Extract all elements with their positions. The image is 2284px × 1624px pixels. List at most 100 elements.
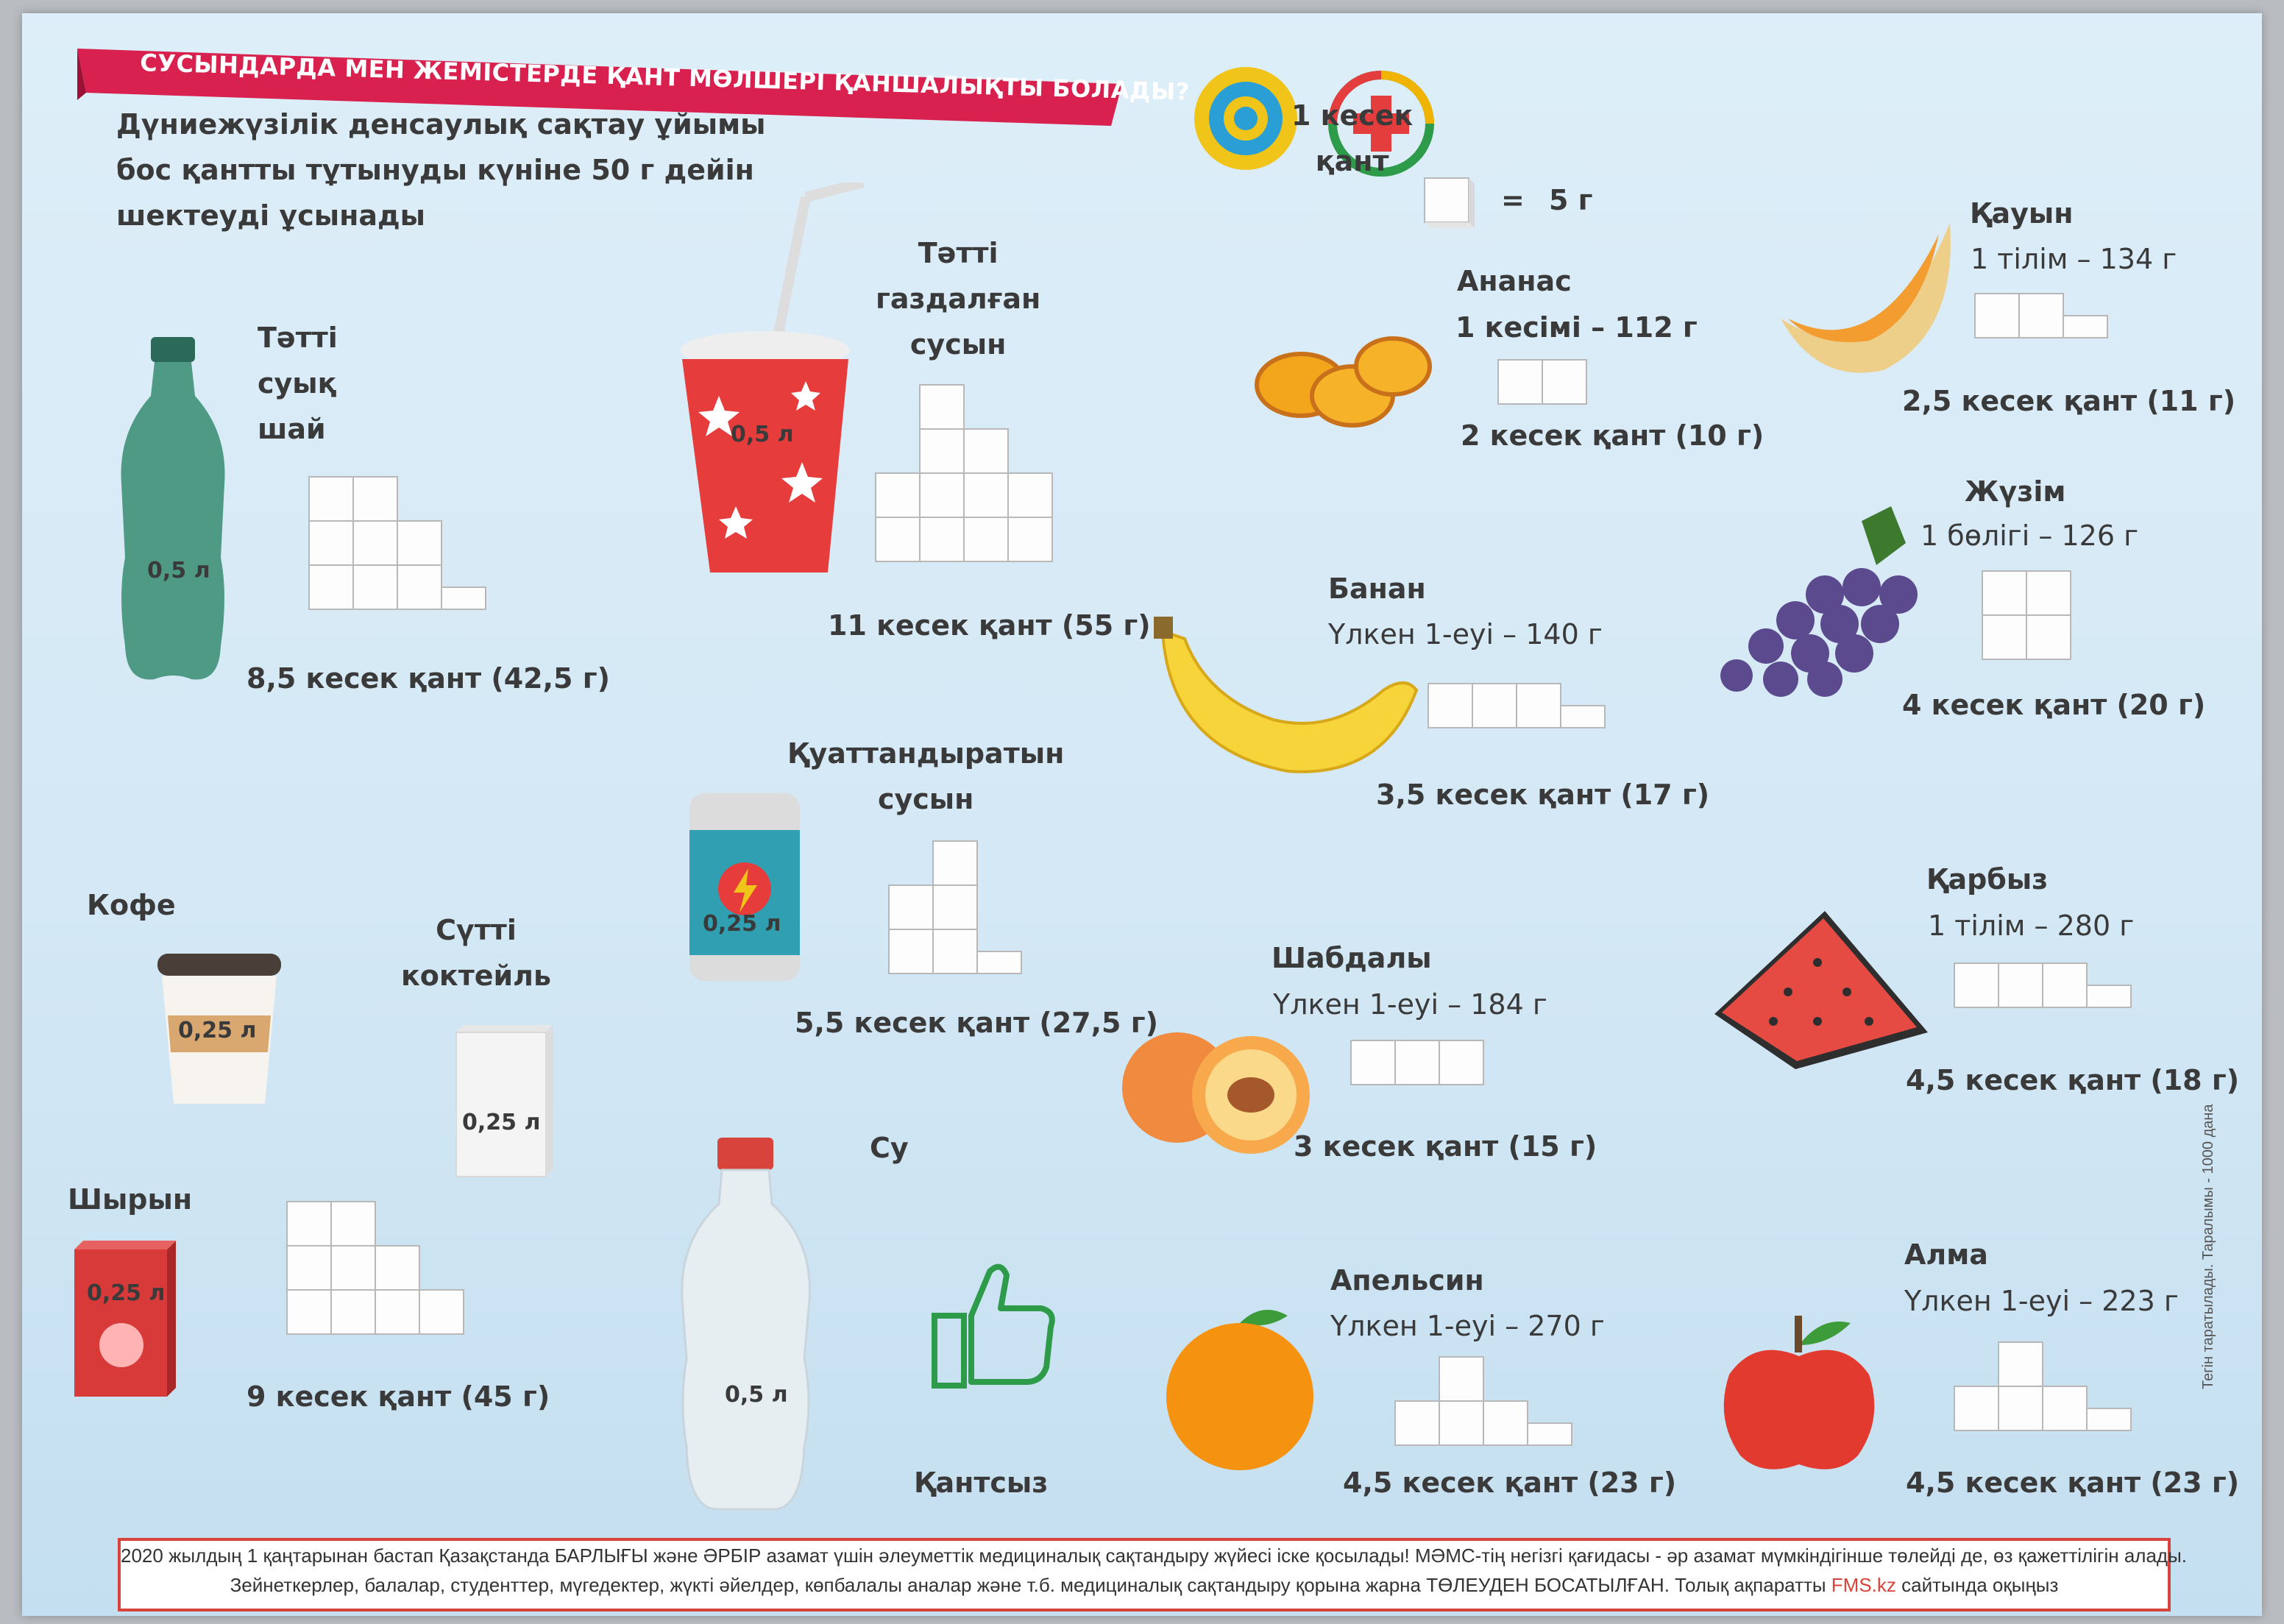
juice-name: Шырын <box>68 1183 193 1216</box>
shake-volume: 0,25 л <box>462 1110 541 1135</box>
footer-line-2-end: сайтында оқыңыз <box>1895 1574 2059 1596</box>
legend-label: 1 кесек қант <box>1291 93 1413 184</box>
legend-equals: = <box>1501 184 1525 216</box>
soda-sugar: 11 кесек қант (55 г) <box>828 609 1151 642</box>
side-note: Тегін таратылады. Таралымы - 1000 дана <box>2200 1104 2216 1389</box>
apple-icon <box>1723 1316 1875 1469</box>
intro-line-1: Дүниежүзілік денсаулық сақтау ұйымы <box>116 108 766 141</box>
melon-icon <box>1781 223 1951 373</box>
orange-cubes <box>1394 1356 1572 1446</box>
lightning-icon <box>734 868 757 912</box>
watermelon-cubes <box>1954 962 2132 1008</box>
orange-icon <box>1166 1310 1313 1470</box>
banana-icon <box>1154 617 1419 773</box>
pineapple-cubes <box>1497 359 1587 405</box>
melon-name: Қауын <box>1970 197 2074 230</box>
apple-portion: Үлкен 1-еуі – 223 г <box>1904 1285 2179 1317</box>
apple-sugar: 4,5 кесек қант (23 г) <box>1906 1467 2240 1499</box>
energy-name: Қуаттандыратын сусын <box>787 731 1064 822</box>
orange-sugar: 4,5 кесек қант (23 г) <box>1343 1467 1677 1499</box>
juice-cubes <box>286 1201 464 1335</box>
soda-name-3: сусын <box>909 328 1007 361</box>
watermelon-icon <box>1714 911 1928 1069</box>
pineapple-portion: 1 кесімі – 112 г <box>1455 311 1698 344</box>
melon-portion: 1 тілім – 134 г <box>1971 243 2177 275</box>
orange-name: Апельсин <box>1330 1264 1484 1297</box>
melon-sugar: 2,5 кесек қант (11 г) <box>1902 385 2236 417</box>
energy-can-icon <box>689 793 800 981</box>
footer-line-2-text: Зейнеткерлер, балалар, студенттер, мүгед… <box>230 1574 1831 1596</box>
legend-value: 5 г <box>1549 184 1593 216</box>
soda-cubes <box>875 384 1053 562</box>
soda-name: Тәтті газдалған сусын <box>876 230 1040 367</box>
water-sugar: Қантсыз <box>914 1467 1049 1499</box>
tea-name: Тәтті суық шай <box>258 315 338 452</box>
energy-cubes <box>888 840 1022 974</box>
grapes-sugar: 4 кесек қант (20 г) <box>1902 689 2206 721</box>
legend-line-1: 1 кесек <box>1291 99 1414 132</box>
watermelon-sugar: 4,5 кесек қант (18 г) <box>1906 1064 2240 1096</box>
grapes-portion: 1 бөлігі – 126 г <box>1921 520 2139 552</box>
title-banner: СУСЫНДАРДА МЕН ЖЕМІСТЕРДЕ ҚАНТ МӨЛШЕРІ Қ… <box>77 49 1190 126</box>
intro-text: Дүниежүзілік денсаулық сақтау ұйымы бос … <box>116 102 766 238</box>
peach-portion: Үлкен 1-еуі – 184 г <box>1273 988 1547 1021</box>
coffee-cup-icon <box>157 954 281 1104</box>
fms-link[interactable]: FMS.kz <box>1831 1574 1896 1596</box>
juice-box-icon <box>74 1241 176 1397</box>
energy-name-2: сусын <box>877 783 974 815</box>
banner-shape <box>77 49 1122 126</box>
banana-sugar: 3,5 кесек қант (17 г) <box>1376 779 1710 811</box>
legend-cube-icon <box>1424 177 1475 228</box>
footer-line-2: Зейнеткерлер, балалар, студенттер, мүгед… <box>121 1570 2168 1600</box>
tea-volume: 0,5 л <box>147 558 210 584</box>
poster: СУСЫНДАРДА МЕН ЖЕМІСТЕРДЕ ҚАНТ МӨЛШЕРІ Қ… <box>22 13 2262 1616</box>
peach-icon <box>1122 1032 1310 1154</box>
soda-volume: 0,5 л <box>731 422 794 447</box>
banana-cubes <box>1428 683 1606 728</box>
tea-name-1: Тәтті <box>258 322 338 354</box>
energy-name-1: Қуаттандыратын <box>787 737 1065 770</box>
intro-line-2: бос қантты тұтынуды күніне 50 г дейін <box>116 154 754 186</box>
grapes-name: Жүзім <box>1965 475 2066 508</box>
tea-cubes <box>308 476 486 610</box>
pineapple-sugar: 2 кесек қант (10 г) <box>1461 419 1765 452</box>
energy-sugar: 5,5 кесек қант (27,5 г) <box>795 1007 1158 1039</box>
juice-sugar: 9 кесек қант (45 г) <box>247 1380 550 1413</box>
juice-volume: 0,25 л <box>87 1280 166 1306</box>
tea-bottle-icon <box>121 337 225 680</box>
soda-name-1: Тәтті <box>918 237 999 269</box>
soda-name-2: газдалған <box>876 283 1041 315</box>
peach-sugar: 3 кесек қант (15 г) <box>1294 1130 1597 1163</box>
water-bottle-icon <box>681 1138 811 1511</box>
apple-name: Алма <box>1904 1238 1988 1271</box>
peach-name: Шабдалы <box>1272 942 1432 974</box>
peach-cubes <box>1350 1040 1484 1085</box>
coffee-volume: 0,25 л <box>178 1018 257 1043</box>
water-name: Су <box>870 1132 909 1164</box>
banana-name: Банан <box>1328 572 1426 605</box>
watermelon-name: Қарбыз <box>1926 863 2049 896</box>
shake-name-2: коктейль <box>401 960 551 992</box>
shake-name: Сүтті коктейль <box>401 907 551 999</box>
apple-cubes <box>1954 1341 2132 1431</box>
banana-portion: Үлкен 1-еуі – 140 г <box>1328 618 1603 650</box>
energy-volume: 0,25 л <box>703 911 781 937</box>
thumbs-up-icon <box>932 1263 1055 1389</box>
grapes-cubes <box>1982 570 2071 660</box>
watermelon-portion: 1 тілім – 280 г <box>1928 909 2135 942</box>
grapes-icon <box>1720 506 1918 697</box>
tea-sugar: 8,5 кесек қант (42,5 г) <box>247 662 610 695</box>
medical-cross-logo-icon <box>1328 71 1434 177</box>
tea-name-2: суық <box>258 367 337 400</box>
coffee-name: Кофе <box>87 889 176 921</box>
intro-line-3: шектеуді ұсынады <box>116 199 426 232</box>
melon-cubes <box>1974 293 2108 338</box>
soda-cup-icon <box>681 182 865 572</box>
pineapple-icon <box>1255 336 1432 428</box>
footer-line-1-text: 2020 жылдың 1 қаңтарынан бастап Қазақста… <box>121 1545 2188 1567</box>
footer-line-1: 2020 жылдың 1 қаңтарынан бастап Қазақста… <box>121 1541 2187 1570</box>
kazakhstan-emblem-icon <box>1194 67 1297 170</box>
water-volume: 0,5 л <box>725 1382 788 1408</box>
legend-line-2: қант <box>1315 145 1389 177</box>
milkshake-box-icon <box>455 1025 553 1177</box>
